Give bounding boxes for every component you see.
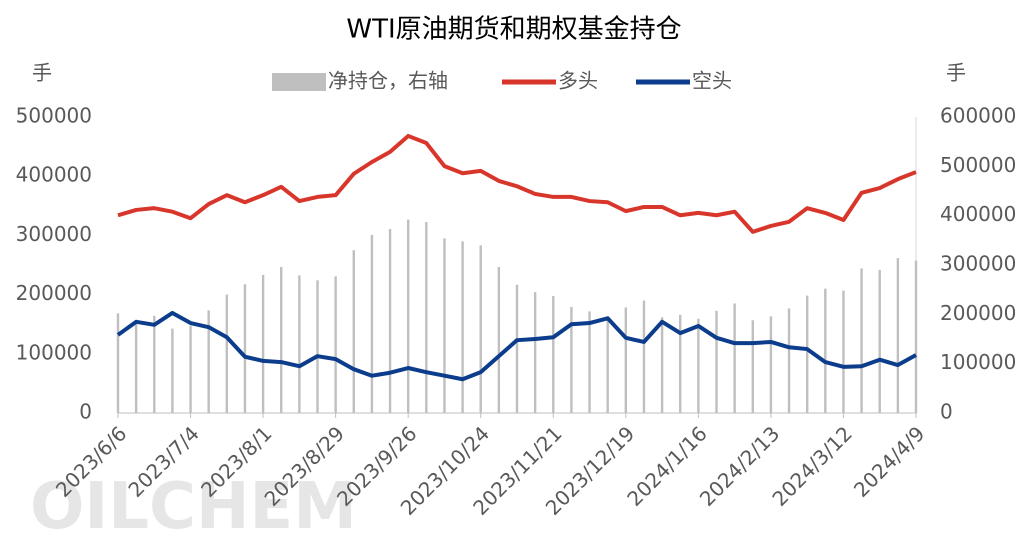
bar — [406, 219, 410, 413]
bar — [207, 310, 210, 413]
y-tick-label: 300000 — [16, 222, 92, 246]
bar — [189, 325, 192, 413]
y-tick-label: 100000 — [16, 340, 92, 364]
bar — [733, 303, 736, 413]
bar — [588, 311, 591, 413]
y-tick-label: 500000 — [16, 104, 92, 128]
bar — [515, 284, 519, 413]
bar — [787, 308, 791, 413]
bar — [533, 292, 537, 413]
y2-tick-label: 300000 — [940, 252, 1016, 276]
bar — [896, 258, 900, 413]
bar — [316, 280, 319, 413]
bar — [225, 294, 229, 413]
line — [116, 310, 917, 382]
bar — [914, 260, 918, 413]
bar — [388, 228, 392, 413]
bar — [842, 290, 845, 413]
x-tick-label: 2024/4/9 — [849, 421, 929, 501]
y2-tick-label: 200000 — [940, 301, 1016, 325]
bar — [679, 314, 682, 413]
bar — [261, 274, 265, 413]
bar — [660, 317, 664, 413]
bar — [280, 266, 283, 413]
y2-tick-label: 600000 — [940, 104, 1016, 128]
bar — [751, 320, 754, 413]
bar — [153, 315, 156, 413]
bar — [552, 296, 555, 413]
bar — [624, 307, 628, 413]
bar — [461, 241, 464, 413]
bar — [443, 238, 446, 413]
bar — [171, 328, 174, 413]
bar — [769, 316, 773, 413]
y2-axis-label: 手 — [946, 61, 966, 85]
watermark: OILCHEM — [30, 470, 357, 542]
bar — [334, 276, 337, 413]
bar — [805, 295, 809, 413]
y-tick-label: 200000 — [16, 281, 92, 305]
y2-tick-label: 0 — [940, 400, 953, 424]
bar — [425, 222, 428, 413]
bar — [860, 268, 863, 413]
legend-label: 空头 — [692, 69, 732, 93]
bar — [370, 234, 374, 413]
y-tick-label: 400000 — [16, 163, 92, 187]
legend-label: 净持仓，右轴 — [328, 69, 448, 93]
y-tick-label: 0 — [79, 400, 92, 424]
y2-tick-label: 100000 — [940, 350, 1016, 374]
chart-title: WTI原油期货和期权基金持仓 — [346, 15, 681, 45]
bar — [824, 288, 827, 413]
legend-swatch — [272, 73, 326, 91]
bar — [243, 284, 247, 413]
x-tick-label: 2024/3/12 — [767, 421, 856, 510]
bar — [570, 306, 573, 413]
bar — [116, 313, 120, 413]
bar — [606, 316, 609, 413]
y2-tick-label: 500000 — [940, 153, 1016, 177]
bar — [497, 266, 501, 413]
bar — [479, 245, 482, 413]
bar — [697, 318, 700, 413]
bar — [715, 310, 718, 413]
line — [117, 133, 917, 234]
bar — [878, 269, 881, 413]
y2-tick-label: 400000 — [940, 202, 1016, 226]
bar — [352, 250, 355, 413]
legend-label: 多头 — [558, 69, 598, 93]
bar — [298, 275, 301, 413]
bar — [134, 319, 138, 413]
y-axis-label: 手 — [32, 61, 52, 85]
bar — [642, 300, 646, 413]
